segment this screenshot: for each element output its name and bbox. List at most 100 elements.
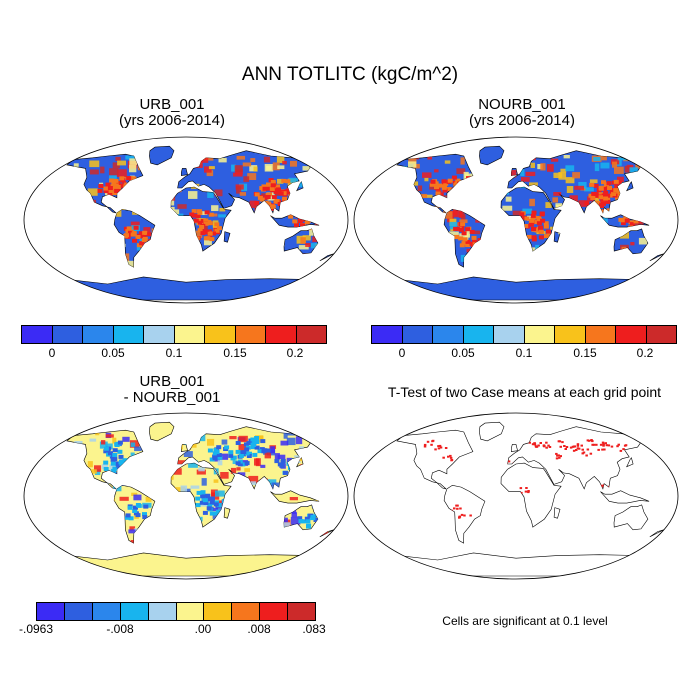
grid-cell bbox=[329, 508, 334, 514]
grid-cell bbox=[491, 260, 498, 267]
grid-cell bbox=[314, 460, 324, 465]
grid-cell bbox=[288, 465, 293, 470]
grid-cell bbox=[207, 502, 213, 507]
grid-cell bbox=[120, 253, 130, 262]
grid-cell bbox=[292, 260, 300, 266]
grid-cell bbox=[221, 499, 227, 504]
grid-cell bbox=[249, 200, 257, 208]
grid-cell bbox=[285, 211, 291, 215]
grid-cell bbox=[575, 263, 586, 268]
grid-cell bbox=[595, 200, 600, 205]
grid-cell bbox=[471, 235, 477, 240]
grid-cell bbox=[266, 186, 272, 191]
grid-cell bbox=[531, 237, 537, 242]
grid-cell bbox=[173, 227, 182, 235]
grid-cell bbox=[277, 261, 283, 267]
grid-cell bbox=[207, 263, 215, 268]
grid-cell bbox=[67, 208, 73, 216]
grid-cell bbox=[98, 254, 103, 261]
grid-cell bbox=[126, 469, 132, 474]
grid-cell bbox=[115, 185, 121, 189]
grid-cell bbox=[214, 222, 220, 227]
grid-cell bbox=[261, 449, 267, 454]
landmass-samerica bbox=[113, 208, 156, 268]
grid-cell bbox=[235, 441, 241, 445]
grid-cell bbox=[593, 157, 601, 161]
grid-cell bbox=[252, 452, 258, 457]
colorbar-urb-swatch bbox=[296, 326, 326, 343]
grid-cell bbox=[314, 219, 322, 228]
panel-3-title: URB_001 - NOURB_001 bbox=[62, 374, 282, 406]
grid-cell bbox=[67, 491, 75, 497]
grid-cell bbox=[578, 182, 587, 189]
grid-cell bbox=[436, 261, 446, 267]
grid-cell bbox=[283, 432, 288, 439]
grid-cell bbox=[84, 502, 91, 510]
grid-cell bbox=[146, 528, 155, 534]
grid-cell bbox=[132, 481, 140, 488]
significant-cell bbox=[573, 445, 576, 448]
panel-1-title-line2: (yrs 2006-2014) bbox=[119, 112, 225, 129]
grid-cell bbox=[267, 192, 272, 197]
grid-cell bbox=[336, 497, 345, 500]
grid-cell bbox=[206, 506, 212, 511]
grid-cell bbox=[73, 163, 79, 167]
grid-cell bbox=[67, 522, 70, 528]
grid-cell bbox=[251, 443, 257, 447]
grid-cell bbox=[214, 228, 220, 233]
grid-cell bbox=[484, 232, 492, 237]
grid-cell bbox=[222, 524, 227, 530]
grid-cell bbox=[133, 505, 138, 510]
grid-cell bbox=[290, 193, 296, 198]
grid-cell bbox=[620, 186, 626, 191]
grid-cell bbox=[627, 191, 633, 200]
grid-cell bbox=[305, 451, 313, 459]
grid-cell bbox=[406, 228, 413, 236]
grid-cell bbox=[173, 247, 178, 253]
grid-cell bbox=[306, 224, 312, 229]
panel-1-title-line1: URB_001 bbox=[139, 96, 205, 113]
grid-cell bbox=[545, 202, 552, 209]
grid-cell bbox=[198, 155, 209, 163]
grid-cell bbox=[578, 200, 588, 207]
grid-cell bbox=[273, 508, 281, 516]
grid-cell bbox=[99, 441, 108, 449]
grid-cell bbox=[253, 166, 258, 172]
colorbar-urb-swatch bbox=[113, 326, 144, 343]
grid-cell bbox=[630, 205, 638, 212]
landmass-samerica bbox=[443, 484, 486, 544]
significant-cell bbox=[623, 444, 627, 447]
grid-cell bbox=[292, 190, 300, 195]
grid-cell bbox=[614, 166, 624, 174]
grid-cell bbox=[107, 186, 113, 190]
grid-cell bbox=[89, 516, 96, 523]
significant-cell bbox=[450, 459, 454, 461]
grid-cell bbox=[593, 183, 599, 188]
grid-cell bbox=[105, 515, 113, 522]
grid-cell bbox=[54, 240, 61, 244]
grid-cell bbox=[599, 202, 605, 207]
grid-cell bbox=[546, 231, 551, 237]
grid-cell bbox=[166, 473, 174, 480]
grid-cell bbox=[212, 456, 218, 461]
grid-cell bbox=[257, 449, 263, 454]
grid-cell bbox=[277, 454, 286, 460]
grid-cell bbox=[661, 230, 664, 234]
grid-cell bbox=[620, 189, 625, 194]
grid-cell bbox=[191, 209, 197, 214]
grid-cell bbox=[219, 208, 226, 212]
grid-cell bbox=[422, 172, 432, 178]
grid-cell bbox=[611, 208, 617, 213]
grid-cell bbox=[107, 497, 115, 504]
grid-cell bbox=[74, 188, 84, 193]
grid-cell bbox=[520, 169, 525, 177]
grid-cell bbox=[488, 200, 495, 206]
grid-cell bbox=[403, 254, 412, 263]
significant-cell bbox=[449, 456, 453, 459]
grid-cell bbox=[44, 484, 49, 491]
grid-cell bbox=[530, 162, 535, 169]
grid-cell bbox=[259, 520, 269, 526]
colorbar-difference-swatch bbox=[92, 603, 121, 620]
grid-cell bbox=[627, 213, 633, 217]
grid-cell bbox=[459, 243, 465, 248]
